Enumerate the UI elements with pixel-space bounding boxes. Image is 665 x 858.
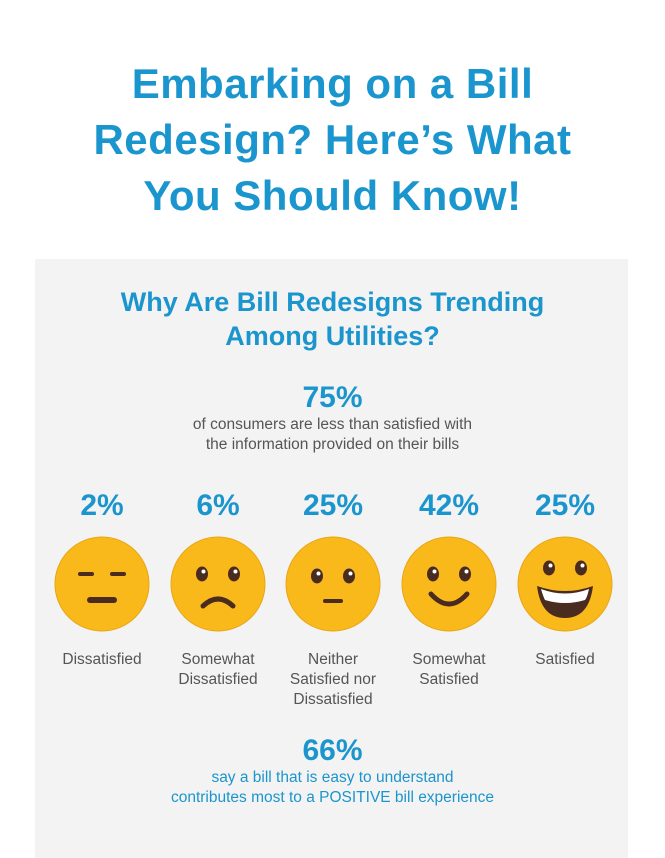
bottom-stat-line: say a bill that is easy to understand <box>211 769 454 786</box>
satisfaction-percent: 25% <box>302 489 364 522</box>
satisfaction-column-satisfied: 25% Satisfied <box>505 488 625 670</box>
satisfaction-label: Dissatisfied <box>42 650 162 670</box>
label-line: Satisfied nor <box>289 671 377 688</box>
dissatisfied-face-icon <box>54 536 150 632</box>
neutral-face-icon <box>285 536 381 632</box>
satisfaction-label: Neither Satisfied nor Dissatisfied <box>273 650 393 710</box>
page-title-line: Redesign? Here’s What <box>93 116 572 163</box>
satisfaction-label: Satisfied <box>505 650 625 670</box>
satisfaction-percent: 6% <box>196 489 240 522</box>
satisfaction-percent: 25% <box>534 489 596 522</box>
section-title-line: Among Utilities? <box>225 321 440 351</box>
satisfaction-percent: 2% <box>80 489 124 522</box>
label-line: Satisfied <box>419 671 479 688</box>
label-line: Somewhat <box>181 651 255 668</box>
label-line: Somewhat <box>412 651 486 668</box>
top-stat-line: the information provided on their bills <box>205 436 460 453</box>
top-stat-description: of consumers are less than satisfied wit… <box>0 415 665 455</box>
bottom-stat-value: 66% <box>302 734 363 767</box>
smiling-face-icon <box>401 536 497 632</box>
top-stat-value: 75% <box>302 381 363 414</box>
label-line: Dissatisfied <box>293 691 373 708</box>
satisfaction-label: Somewhat Satisfied <box>389 650 509 690</box>
label-line: Dissatisfied <box>178 671 258 688</box>
grinning-face-icon <box>517 536 613 632</box>
bottom-stat-line: contributes most to a POSITIVE bill expe… <box>170 789 495 806</box>
page-title: Embarking on a Bill Redesign? Here’s Wha… <box>0 56 665 224</box>
page-title-line: Embarking on a Bill <box>131 60 534 107</box>
section-title-line: Why Are Bill Redesigns Trending <box>120 287 545 317</box>
page-title-line: You Should Know! <box>143 172 522 219</box>
top-stat-line: of consumers are less than satisfied wit… <box>192 416 473 433</box>
satisfaction-percent: 42% <box>418 489 480 522</box>
satisfaction-column-somewhat-satisfied: 42% Somewhat Satisfied <box>389 488 509 690</box>
satisfaction-column-somewhat-dissatisfied: 6% Somewhat Dissatisfied <box>158 488 278 690</box>
section-title: Why Are Bill Redesigns Trending Among Ut… <box>0 285 665 353</box>
label-line: Neither <box>308 651 358 668</box>
satisfaction-column-neutral: 25% Neither Satisfied nor Dissatisfied <box>273 488 393 710</box>
frowning-face-icon <box>170 536 266 632</box>
satisfaction-column-dissatisfied: 2% Dissatisfied <box>42 488 162 670</box>
satisfaction-label: Somewhat Dissatisfied <box>158 650 278 690</box>
label-line: Dissatisfied <box>62 651 142 668</box>
bottom-stat-description: say a bill that is easy to understand co… <box>0 768 665 808</box>
label-line: Satisfied <box>535 651 595 668</box>
